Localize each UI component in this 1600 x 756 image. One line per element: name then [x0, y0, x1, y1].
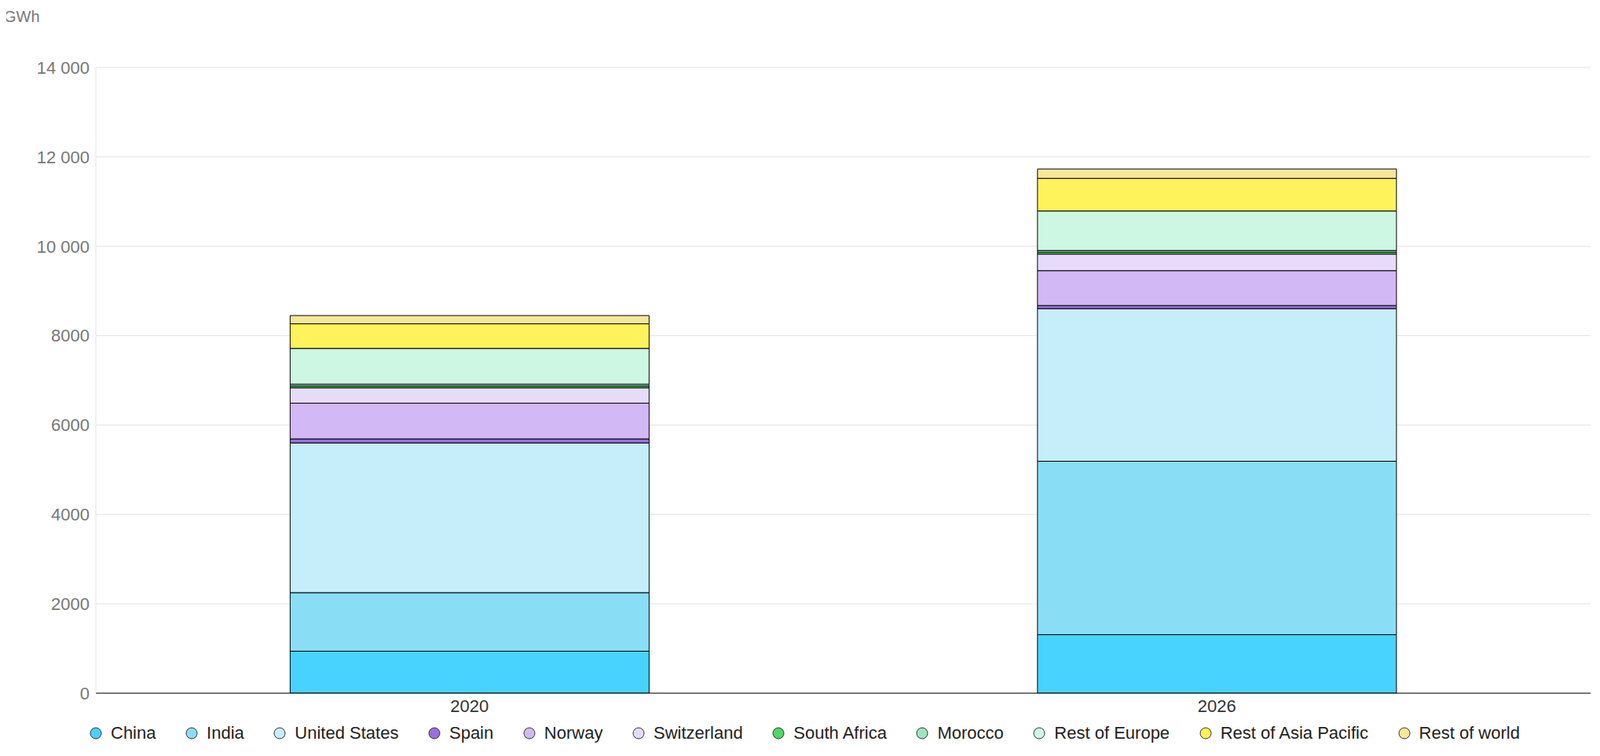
html-text:India: India [206, 723, 245, 744]
svg-text:14 000: 14 000 [36, 58, 90, 78]
html-text:China: China [110, 723, 156, 744]
svg-text:10 000: 10 000 [36, 237, 90, 257]
svg-text:6000: 6000 [51, 415, 90, 436]
html-text:Norway: Norway [544, 723, 603, 744]
html-text:Rest of Europe: Rest of Europe [1054, 723, 1170, 744]
svg-text:2026: 2026 [1197, 696, 1237, 717]
html-text:Switzerland: Switzerland [653, 723, 743, 744]
html-text:United States: United States [294, 723, 399, 744]
svg-text:4000: 4000 [51, 505, 90, 525]
svg-text:12 000: 12 000 [36, 147, 90, 168]
html-text:GWh: GWh [3, 7, 40, 26]
html-text:Rest of Asia Pacific: Rest of Asia Pacific [1220, 723, 1369, 744]
html-text:South Africa: South Africa [793, 723, 887, 744]
svg-text:2000: 2000 [51, 594, 90, 615]
html-text:Morocco: Morocco [937, 723, 1004, 744]
svg-text:2020: 2020 [450, 696, 489, 717]
svg-text:0: 0 [80, 684, 90, 704]
html-text:Rest of world: Rest of world [1418, 723, 1520, 744]
html-text:Spain: Spain [449, 723, 494, 744]
svg-text:8000: 8000 [51, 325, 90, 346]
